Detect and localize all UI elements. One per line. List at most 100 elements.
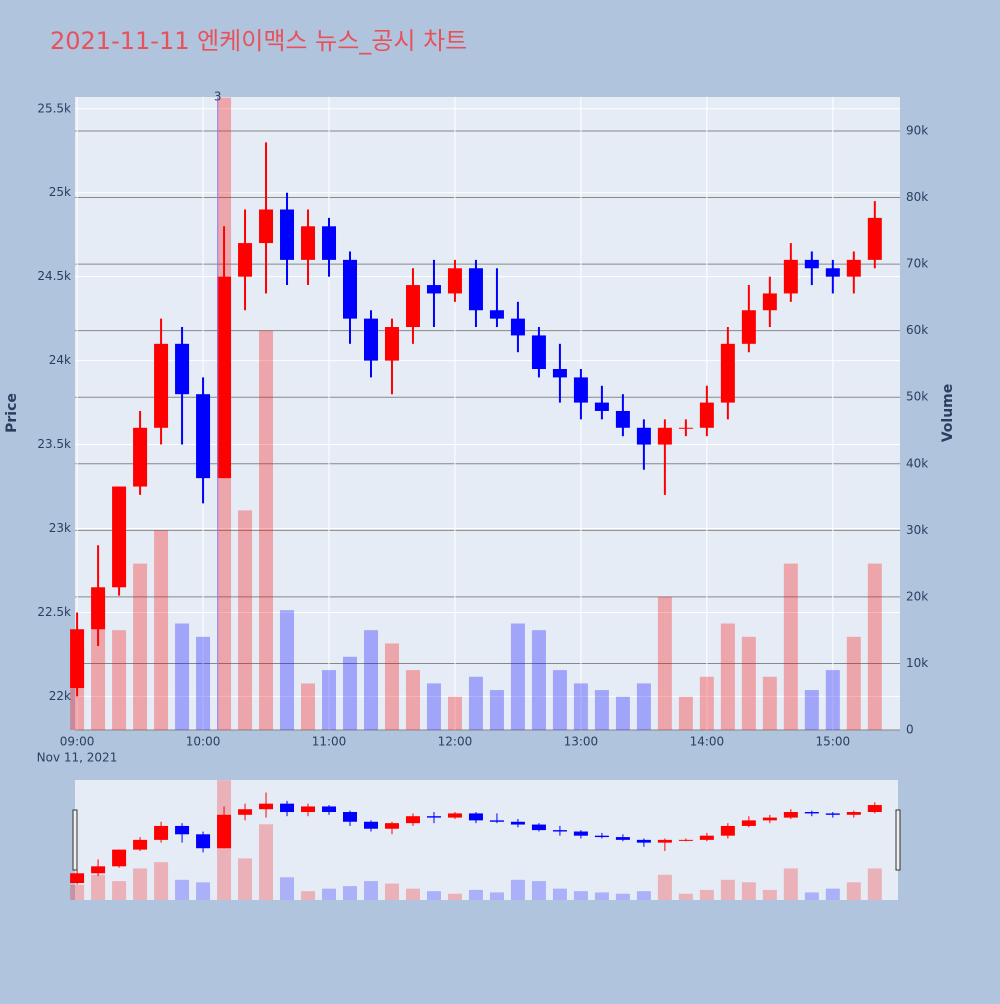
volume-bar <box>657 596 672 730</box>
mini-candle-body <box>468 813 483 821</box>
mini-candle-body <box>762 817 777 821</box>
candle-body <box>447 268 462 294</box>
candle-body <box>405 285 420 328</box>
mini-candle-body <box>196 834 211 849</box>
mini-candle-body <box>91 866 106 874</box>
mini-candle-body <box>217 814 232 849</box>
candle-body <box>552 369 567 378</box>
mini-volume-bar <box>154 862 169 900</box>
mini-volume-bar <box>343 886 357 900</box>
y-tick-label: 24.5k <box>37 269 71 283</box>
mini-volume-bar <box>301 891 316 900</box>
x-tick-label: 13:00 <box>564 735 599 749</box>
mini-candle-body <box>363 821 378 829</box>
volume-bar <box>426 683 441 730</box>
volume-bar <box>573 683 588 730</box>
mini-volume-bar <box>846 882 861 900</box>
y-tick-label: 23.5k <box>37 437 71 451</box>
candle-body <box>468 268 483 311</box>
mini-volume-bar <box>762 889 777 900</box>
mini-candle-body <box>259 803 274 810</box>
x-tick-label: 10:00 <box>186 735 221 749</box>
y-tick-label: 24k <box>49 353 71 367</box>
volume-bar <box>133 563 148 730</box>
candle-body <box>510 318 525 336</box>
mini-candle-body <box>636 839 651 843</box>
mini-candle-body <box>154 825 169 840</box>
candle-body <box>133 427 148 487</box>
mini-volume-bar <box>699 889 714 900</box>
candle-body <box>322 226 337 260</box>
y2-tick-label: 70k <box>906 257 928 271</box>
volume-bar <box>636 683 651 730</box>
mini-volume-bar <box>384 883 399 900</box>
mini-candle-body <box>447 813 462 818</box>
candle-body <box>867 217 882 260</box>
mini-candle-body <box>238 809 253 815</box>
candle-body <box>615 410 630 428</box>
range-handle[interactable] <box>895 809 901 871</box>
plot-area <box>75 97 900 730</box>
mini-candle-body <box>783 812 798 818</box>
y2-tick-label: 20k <box>906 589 928 603</box>
mini-candle-body <box>846 812 861 815</box>
mini-volume-bar <box>573 891 588 900</box>
candle-body <box>301 226 316 260</box>
y2-tick-label: 80k <box>906 190 928 204</box>
mini-candle-body <box>175 825 190 835</box>
volume-bar <box>552 670 567 730</box>
candle-body <box>217 276 232 479</box>
range-handle[interactable] <box>72 809 78 871</box>
mini-volume-bar <box>804 892 819 900</box>
y2-tick-label: 60k <box>906 323 928 337</box>
volume-bar <box>678 696 693 730</box>
candle-body <box>531 335 546 370</box>
x-date-label: Nov 11, 2021 <box>37 751 118 765</box>
mini-candle-body <box>405 816 420 824</box>
mini-volume-bar <box>468 889 483 900</box>
candle-body <box>699 402 714 428</box>
mini-volume-bar <box>426 891 441 900</box>
volume-bar <box>531 630 546 730</box>
mini-volume-bar <box>280 877 295 900</box>
y2-tick-label: 90k <box>906 123 928 137</box>
y-tick-label: 25k <box>49 185 71 199</box>
mini-candle-body <box>573 831 588 836</box>
mini-candle-body <box>594 835 609 838</box>
x-tick-label: 09:00 <box>60 735 95 749</box>
candle-body <box>741 310 756 344</box>
volume-bar <box>468 676 483 730</box>
candle-body <box>70 629 85 689</box>
mini-volume-bar <box>552 888 567 900</box>
volume-bar <box>489 690 504 730</box>
candle-body <box>804 259 819 269</box>
y2-tick-label: 10k <box>906 656 928 670</box>
mini-volume-bar <box>678 893 693 900</box>
mini-volume-bar <box>363 881 378 900</box>
mini-candle-body <box>825 813 840 815</box>
volume-bar <box>384 643 399 730</box>
mini-candle-body <box>489 820 504 822</box>
mini-volume-bar <box>510 879 525 900</box>
volume-bar <box>322 670 337 730</box>
x-tick-label: 15:00 <box>816 735 851 749</box>
mini-volume-bar <box>783 868 798 900</box>
mini-candle-body <box>678 839 693 841</box>
mini-candle-body <box>343 812 357 822</box>
candle-body <box>678 427 693 429</box>
mini-volume-bar <box>531 881 546 900</box>
mini-volume-bar <box>133 868 148 900</box>
candle-body <box>259 209 274 244</box>
candle-body <box>426 285 441 294</box>
volume-bar <box>762 676 777 730</box>
range-slider[interactable] <box>75 780 898 900</box>
y-tick-label: 25.5k <box>37 101 71 115</box>
volume-bar <box>112 630 127 730</box>
mini-volume-bar <box>636 891 651 900</box>
mini-candle-body <box>741 820 756 826</box>
volume-bar <box>447 696 462 730</box>
volume-bar <box>825 670 840 730</box>
mini-volume-bar <box>175 879 190 900</box>
mini-candle-body <box>70 873 85 884</box>
